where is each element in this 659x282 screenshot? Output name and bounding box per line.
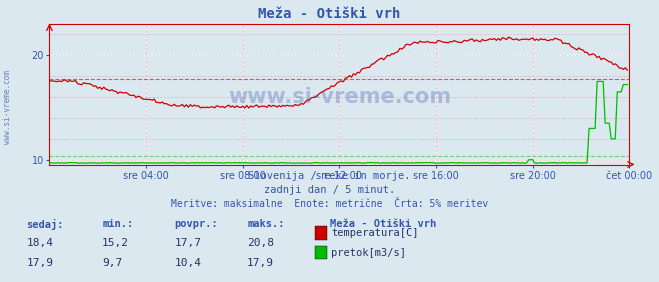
Text: www.si-vreme.com: www.si-vreme.com xyxy=(3,70,13,144)
Text: sedaj:: sedaj: xyxy=(26,219,64,230)
Text: Meža - Otiški vrh: Meža - Otiški vrh xyxy=(330,219,436,228)
Text: 17,7: 17,7 xyxy=(175,238,202,248)
Text: 17,9: 17,9 xyxy=(26,258,53,268)
Text: maks.:: maks.: xyxy=(247,219,285,228)
Text: povpr.:: povpr.: xyxy=(175,219,218,228)
Text: 18,4: 18,4 xyxy=(26,238,53,248)
Text: 20,8: 20,8 xyxy=(247,238,274,248)
Text: 17,9: 17,9 xyxy=(247,258,274,268)
Text: temperatura[C]: temperatura[C] xyxy=(331,228,419,238)
Text: www.si-vreme.com: www.si-vreme.com xyxy=(228,87,451,107)
Text: Meža - Otiški vrh: Meža - Otiški vrh xyxy=(258,7,401,21)
Text: 9,7: 9,7 xyxy=(102,258,123,268)
Text: zadnji dan / 5 minut.: zadnji dan / 5 minut. xyxy=(264,185,395,195)
Text: min.:: min.: xyxy=(102,219,133,228)
Text: 10,4: 10,4 xyxy=(175,258,202,268)
Text: 15,2: 15,2 xyxy=(102,238,129,248)
Text: Slovenija / reke in morje.: Slovenija / reke in morje. xyxy=(248,171,411,180)
Text: Meritve: maksimalne  Enote: metrične  Črta: 5% meritev: Meritve: maksimalne Enote: metrične Črta… xyxy=(171,199,488,209)
Text: pretok[m3/s]: pretok[m3/s] xyxy=(331,248,407,258)
